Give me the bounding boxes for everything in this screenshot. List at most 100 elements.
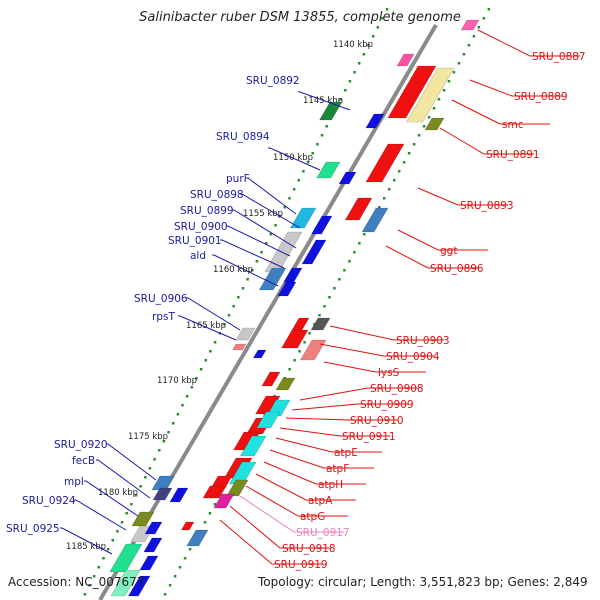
tick-dot bbox=[269, 233, 273, 236]
leader-line bbox=[232, 209, 297, 249]
tick-dot bbox=[208, 512, 212, 515]
kbp-tick-label: 1170 kbp bbox=[157, 376, 197, 386]
tick-dot bbox=[288, 197, 291, 200]
gene-label-fecb: fecB bbox=[72, 455, 95, 467]
gene-label-atpf: atpF bbox=[326, 463, 349, 475]
gene-box bbox=[152, 487, 173, 501]
gene-label-sru_0911: SRU_0911 bbox=[342, 431, 396, 443]
gene-label-sru_0904: SRU_0904 bbox=[386, 351, 440, 363]
tick-dot bbox=[106, 548, 110, 551]
tick-dot bbox=[452, 71, 456, 74]
gene-label-sru_0919: SRU_0919 bbox=[274, 559, 328, 571]
tick-dot bbox=[227, 314, 231, 317]
tick-dot bbox=[437, 98, 441, 101]
gene-label-rpst: rpsT bbox=[152, 311, 175, 323]
tick-dot bbox=[163, 593, 167, 596]
tick-dot bbox=[139, 485, 142, 488]
gene-box bbox=[139, 555, 159, 571]
gene-label-atpa: atpA bbox=[308, 495, 333, 507]
gene-label-sru_0899: SRU_0899 bbox=[180, 205, 234, 217]
tick-dot bbox=[303, 341, 306, 344]
label-leaders bbox=[60, 29, 580, 565]
tick-dot bbox=[274, 224, 277, 227]
gene-label-atpg: atpG bbox=[300, 511, 325, 523]
tick-dot bbox=[292, 188, 296, 191]
tick-dot bbox=[316, 143, 319, 146]
tick-dot bbox=[111, 539, 115, 542]
gene-box bbox=[109, 543, 143, 573]
tick-dot bbox=[381, 17, 384, 20]
gene-box bbox=[396, 53, 415, 67]
gene-label-lyss: lysS bbox=[378, 367, 400, 379]
tick-dot bbox=[203, 521, 207, 524]
tick-dot bbox=[477, 26, 481, 29]
leader-line bbox=[220, 239, 285, 269]
gene-label-sru_0894: SRU_0894 bbox=[216, 131, 270, 143]
gene-box bbox=[213, 493, 235, 509]
tick-dot bbox=[181, 404, 184, 407]
gene-box bbox=[319, 101, 343, 121]
gene-box bbox=[252, 349, 267, 359]
tick-dot bbox=[102, 557, 105, 560]
tick-dot bbox=[344, 89, 347, 92]
gene-box bbox=[365, 143, 405, 183]
leader-line bbox=[226, 225, 291, 257]
tick-dot bbox=[323, 305, 326, 308]
gene-box bbox=[361, 207, 389, 233]
tick-dot bbox=[339, 98, 342, 101]
gene-box bbox=[235, 327, 256, 341]
gene-label-sru_0917: SRU_0917 bbox=[296, 527, 350, 539]
kbp-tick-label: 1155 kbp bbox=[243, 209, 283, 219]
tick-dot bbox=[311, 152, 314, 155]
tick-dot bbox=[223, 323, 226, 326]
gene-box bbox=[202, 485, 223, 499]
tick-dot bbox=[358, 242, 361, 245]
tick-dot bbox=[320, 134, 324, 137]
tick-dot bbox=[213, 341, 217, 344]
tick-dot bbox=[338, 278, 341, 281]
gene-box bbox=[277, 281, 297, 297]
topology-text: Topology: circular; Length: 3,551,823 bp… bbox=[258, 575, 588, 589]
tick-dot bbox=[397, 170, 401, 173]
tick-dot bbox=[232, 305, 235, 308]
gene-box bbox=[316, 161, 341, 179]
gene-box bbox=[239, 435, 267, 457]
tick-dot bbox=[482, 17, 486, 20]
tick-dot bbox=[467, 44, 471, 47]
gene-label-sru_0891: SRU_0891 bbox=[486, 149, 540, 161]
map-title: Salinibacter ruber DSM 13855, complete g… bbox=[139, 10, 461, 25]
leader-line bbox=[439, 127, 534, 155]
tick-dot bbox=[195, 377, 198, 380]
gene-label-sru_0892: SRU_0892 bbox=[246, 75, 300, 87]
gene-box bbox=[186, 529, 209, 547]
gene-features bbox=[109, 19, 480, 597]
tick-dot bbox=[487, 8, 491, 11]
gene-box bbox=[281, 329, 309, 349]
leader-line bbox=[245, 485, 348, 517]
gene-box bbox=[127, 575, 151, 597]
gene-box bbox=[256, 411, 281, 429]
tick-dot bbox=[363, 233, 366, 236]
leader-line bbox=[96, 459, 151, 499]
gene-box bbox=[261, 371, 281, 387]
gene-label-sru_0893: SRU_0893 bbox=[460, 200, 514, 212]
tick-dot bbox=[144, 476, 147, 479]
tick-dot bbox=[298, 350, 301, 353]
tick-dot bbox=[283, 206, 287, 209]
tick-dot bbox=[402, 161, 406, 164]
tick-dot bbox=[251, 269, 254, 272]
gene-label-sru_0924: SRU_0924 bbox=[22, 495, 76, 507]
gene-label-sru_0906: SRU_0906 bbox=[134, 293, 188, 305]
kbp-tick-label: 1140 kbp bbox=[333, 40, 373, 50]
tick-dot bbox=[293, 359, 296, 362]
gene-label-sru_0903: SRU_0903 bbox=[396, 335, 450, 347]
gene-box bbox=[258, 267, 287, 291]
tick-dot bbox=[120, 521, 124, 524]
gene-label-ald: ald bbox=[190, 250, 206, 262]
gene-box bbox=[169, 487, 189, 503]
tick-dot bbox=[302, 170, 305, 173]
leader-line bbox=[279, 427, 390, 437]
leader-line bbox=[263, 461, 366, 485]
gene-box bbox=[143, 537, 163, 553]
tick-dot bbox=[308, 332, 311, 335]
